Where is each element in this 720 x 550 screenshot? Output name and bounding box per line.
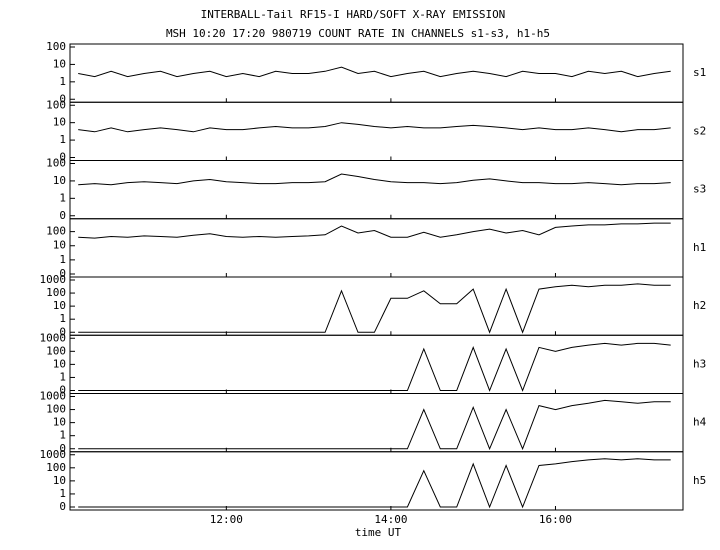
series-line [78,66,671,78]
y-tick-label: 100 [46,344,66,357]
series-line [78,458,671,509]
legend-label: h5 [693,474,706,487]
series-line [78,283,671,334]
y-tick-label: 1 [59,253,66,266]
y-tick-label: 1 [59,370,66,383]
x-tick-label: 12:00 [210,513,243,526]
x-tick-label: 16:00 [539,513,572,526]
chart-title: INTERBALL-Tail RF15-I HARD/SOFT X-RAY EM… [201,8,506,21]
y-tick-label: 10 [53,299,66,312]
y-tick-label: 10 [53,116,66,129]
series-line [78,173,671,186]
y-tick-label: 0 [59,151,66,164]
x-tick-label: 14:00 [374,513,407,526]
y-tick-label: 10 [53,239,66,252]
y-tick-label: 10 [53,357,66,370]
y-tick-label: 10 [53,57,66,70]
x-axis-label: time UT [355,526,402,539]
chart-subtitle: MSH 10:20 17:20 980719 COUNT RATE IN CHA… [166,27,550,40]
series-line [78,122,671,133]
y-tick-label: 10 [53,174,66,187]
y-tick-label: 1 [59,429,66,442]
y-tick-label: 0 [59,267,66,280]
y-tick-label: 1000 [40,448,67,461]
legend-label: s2 [693,124,706,137]
y-tick-label: 0 [59,442,66,455]
y-tick-label: 100 [46,40,66,53]
y-tick-label: 0 [59,209,66,222]
y-tick-label: 1000 [40,331,67,344]
y-tick-label: 100 [46,286,66,299]
series-line [78,399,671,451]
y-tick-label: 1 [59,191,66,204]
y-tick-label: 100 [46,403,66,416]
y-tick-label: 0 [59,325,66,338]
legend-label: h3 [693,357,706,370]
y-tick-label: 1000 [40,390,67,403]
series-line [78,342,671,392]
y-tick-label: 1 [59,133,66,146]
legend-label: h2 [693,299,706,312]
y-tick-label: 1000 [40,273,67,286]
y-tick-label: 1 [59,487,66,500]
y-tick-label: 10 [53,474,66,487]
y-tick-label: 1 [59,75,66,88]
y-tick-label: 1 [59,312,66,325]
y-tick-label: 100 [46,461,66,474]
legend-label: h4 [693,416,707,429]
y-tick-label: 100 [46,98,66,111]
y-tick-label: 0 [59,384,66,397]
legend-label: s3 [693,183,706,196]
series-line [78,222,671,239]
legend-label: h1 [693,241,706,254]
y-tick-label: 100 [46,225,66,238]
y-tick-label: 10 [53,416,66,429]
y-tick-label: 0 [59,92,66,105]
legend-label: s1 [693,66,706,79]
y-tick-label: 0 [59,500,66,513]
y-tick-label: 100 [46,157,66,170]
